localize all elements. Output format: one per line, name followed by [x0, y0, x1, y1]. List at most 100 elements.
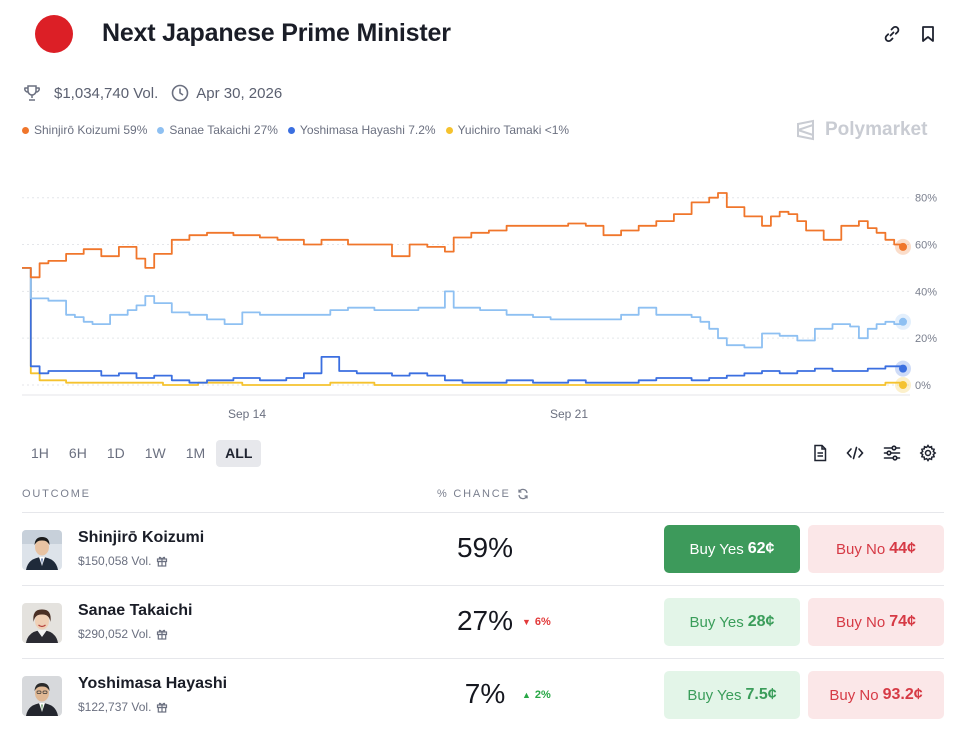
series-line — [22, 267, 904, 349]
buy-yes-price: 7.5¢ — [745, 686, 777, 703]
avatar — [22, 676, 62, 716]
buy-no-button[interactable]: Buy No 44¢ — [808, 525, 944, 573]
legend-dot — [287, 126, 295, 134]
avatar — [22, 530, 62, 570]
series-end-point — [899, 242, 907, 251]
y-tick-label: 80% — [915, 193, 937, 205]
buy-yes-label: Buy Yes — [687, 686, 742, 704]
legend-label: Yoshimasa Hayashi 7.2% — [299, 123, 436, 137]
chart-legend: Shinjirō Koizumi 59% Sanae Takaichi 27% … — [22, 123, 579, 137]
legend-dot — [157, 126, 165, 134]
embed-code-icon[interactable] — [846, 444, 864, 462]
chance-change-value: 6% — [534, 616, 551, 628]
legend-item: Sanae Takaichi 27% — [157, 123, 278, 137]
buy-no-price: 44¢ — [889, 540, 916, 557]
outcome-volume: $122,737 Vol. — [78, 700, 168, 714]
chance-column-header: % CHANCE — [437, 488, 529, 500]
series-line — [22, 267, 904, 384]
sliders-icon[interactable] — [883, 444, 901, 462]
range-6h-button[interactable]: 6H — [68, 445, 87, 461]
gear-icon[interactable] — [919, 444, 937, 462]
buy-no-label: Buy No — [829, 686, 879, 704]
buy-no-price: 74¢ — [889, 613, 916, 630]
legend-label: Yuichiro Tamaki <1% — [457, 123, 570, 137]
outcome-chance: 7% — [464, 678, 506, 709]
outcome-chance: 59% — [456, 532, 514, 563]
arrow-down-icon: ▼ — [522, 617, 531, 627]
market-title: Next Japanese Prime Minister — [102, 19, 451, 47]
trophy-icon — [24, 85, 40, 101]
y-tick-label: 40% — [915, 286, 937, 298]
outcome-name: Sanae Takaichi — [78, 602, 193, 619]
outcome-name: Yoshimasa Hayashi — [78, 675, 228, 692]
outcome-volume: $290,052 Vol. — [78, 627, 168, 641]
legend-item: Shinjirō Koizumi 59% — [22, 123, 147, 137]
buy-yes-price: 28¢ — [747, 613, 775, 630]
chance-change-down: ▼ 6% — [522, 616, 551, 628]
outcome-chance: 27% — [456, 605, 514, 636]
gift-icon — [157, 629, 168, 640]
series-line — [22, 267, 904, 386]
refresh-icon[interactable] — [517, 488, 529, 500]
buy-yes-button[interactable]: Buy Yes 62¢ — [664, 525, 800, 573]
gift-icon — [157, 702, 168, 713]
legend-label: Sanae Takaichi 27% — [169, 123, 278, 137]
range-1w-button[interactable]: 1W — [144, 445, 166, 461]
time-range-selector: 1H 6H 1D 1W 1M ALL — [22, 440, 263, 467]
series-line — [22, 192, 904, 279]
outcome-row[interactable]: Shinjirō Koizumi $150,058 Vol. 59% Buy Y… — [22, 512, 944, 585]
bookmark-icon[interactable] — [918, 24, 938, 44]
outcome-volume-text: $122,737 Vol. — [78, 700, 152, 714]
legend-dot — [445, 126, 453, 134]
legend-item: Yuichiro Tamaki <1% — [445, 123, 570, 137]
gift-icon — [157, 556, 168, 567]
watermark-text: Polymarket — [825, 119, 928, 140]
japan-flag-icon — [35, 15, 73, 53]
outcome-volume-text: $290,052 Vol. — [78, 627, 152, 641]
buy-yes-button[interactable]: Buy Yes 7.5¢ — [664, 671, 800, 719]
polymarket-logo-icon — [797, 119, 814, 141]
buy-no-label: Buy No — [836, 613, 886, 631]
outcome-row[interactable]: Sanae Takaichi $290,052 Vol. 27% ▼ 6% Buy… — [22, 585, 944, 658]
series-end-point — [899, 364, 907, 373]
y-tick-label: 0% — [915, 380, 931, 392]
document-icon[interactable] — [811, 444, 829, 462]
series-end-point — [899, 381, 907, 389]
y-tick-label: 60% — [915, 240, 937, 252]
outcome-column-header: OUTCOME — [22, 488, 91, 500]
polymarket-watermark: Polymarket — [795, 119, 927, 141]
buy-no-label: Buy No — [836, 540, 886, 558]
chance-header-label: % CHANCE — [437, 488, 511, 500]
buy-no-price: 93.2¢ — [882, 686, 923, 703]
total-volume: $1,034,740 Vol. — [54, 84, 159, 102]
legend-label: Shinjirō Koizumi 59% — [34, 123, 148, 137]
clock-icon — [171, 84, 189, 102]
buy-no-button[interactable]: Buy No 74¢ — [808, 598, 944, 646]
series-end-point — [899, 317, 907, 326]
link-icon[interactable] — [882, 24, 902, 44]
chance-change-up: ▲ 2% — [522, 689, 551, 701]
range-1h-button[interactable]: 1H — [31, 445, 49, 461]
buy-yes-label: Buy Yes — [689, 540, 744, 558]
buy-no-button[interactable]: Buy No 93.2¢ — [808, 671, 944, 719]
x-tick-label: Sep 14 — [228, 407, 266, 421]
outcome-volume-text: $150,058 Vol. — [78, 554, 152, 568]
range-1d-button[interactable]: 1D — [106, 445, 125, 461]
outcome-row[interactable]: Yoshimasa Hayashi $122,737 Vol. 7% ▲ 2% B… — [22, 658, 944, 731]
x-tick-label: Sep 21 — [550, 407, 588, 421]
end-date: Apr 30, 2026 — [196, 84, 283, 102]
chance-change-value: 2% — [534, 689, 551, 701]
outcome-volume: $150,058 Vol. — [78, 554, 168, 568]
outcome-name: Shinjirō Koizumi — [78, 529, 205, 546]
buy-yes-label: Buy Yes — [689, 613, 744, 631]
avatar — [22, 603, 62, 643]
legend-item: Yoshimasa Hayashi 7.2% — [287, 123, 436, 137]
arrow-up-icon: ▲ — [522, 690, 531, 700]
range-1m-button[interactable]: 1M — [185, 445, 206, 461]
buy-yes-button[interactable]: Buy Yes 28¢ — [664, 598, 800, 646]
price-chart[interactable]: 0% 20% 40% 60% 80% Sep 14 Sep 21 — [0, 180, 961, 430]
y-tick-label: 20% — [915, 333, 937, 345]
range-all-button[interactable]: ALL — [216, 440, 262, 467]
legend-dot — [22, 126, 29, 134]
market-meta: $1,034,740 Vol. Apr 30, 2026 — [22, 83, 282, 103]
